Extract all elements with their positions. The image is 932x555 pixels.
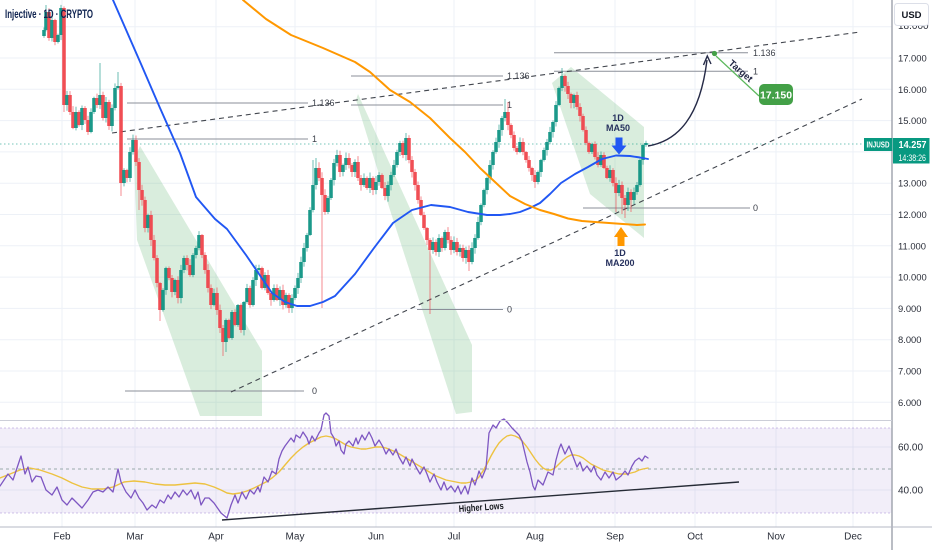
svg-text:17.000: 17.000 — [898, 53, 927, 64]
svg-text:1.136: 1.136 — [312, 98, 335, 108]
svg-text:40.00: 40.00 — [898, 486, 923, 497]
svg-text:MA200: MA200 — [605, 258, 634, 268]
svg-text:8.000: 8.000 — [898, 334, 921, 345]
svg-text:6.000: 6.000 — [898, 397, 921, 408]
svg-text:9.000: 9.000 — [898, 303, 921, 314]
svg-text:1D: 1D — [612, 113, 624, 123]
svg-text:16.000: 16.000 — [898, 84, 927, 95]
svg-text:14.257: 14.257 — [899, 140, 927, 151]
svg-text:Oct: Oct — [687, 532, 703, 543]
svg-text:10.000: 10.000 — [898, 272, 927, 283]
svg-text:7.000: 7.000 — [898, 366, 921, 377]
svg-text:14:38:26: 14:38:26 — [899, 153, 927, 163]
svg-text:11.000: 11.000 — [898, 240, 926, 251]
svg-text:Sep: Sep — [606, 532, 624, 543]
svg-text:15.000: 15.000 — [898, 115, 927, 126]
svg-text:Mar: Mar — [126, 532, 144, 543]
svg-text:Jun: Jun — [368, 532, 384, 543]
svg-text:13.000: 13.000 — [898, 178, 927, 189]
svg-text:Dec: Dec — [844, 532, 862, 543]
svg-text:12.000: 12.000 — [898, 209, 927, 220]
svg-text:1: 1 — [312, 134, 317, 144]
svg-text:0: 0 — [753, 203, 758, 213]
svg-text:Higher Lows: Higher Lows — [458, 501, 504, 515]
svg-text:May: May — [286, 532, 305, 543]
svg-text:INJUSD: INJUSD — [867, 141, 890, 150]
svg-text:17.150: 17.150 — [760, 90, 792, 102]
svg-text:0: 0 — [507, 305, 512, 315]
svg-text:1.136: 1.136 — [753, 48, 776, 58]
svg-text:1: 1 — [753, 66, 758, 76]
svg-text:60.00: 60.00 — [898, 443, 923, 454]
svg-text:Aug: Aug — [526, 532, 544, 543]
svg-text:1: 1 — [507, 100, 512, 110]
svg-text:Injective · 1D · CRYPTO: Injective · 1D · CRYPTO — [5, 9, 93, 21]
svg-text:Feb: Feb — [53, 532, 71, 543]
svg-text:1.136: 1.136 — [507, 71, 530, 81]
svg-text:USD: USD — [901, 10, 921, 21]
svg-text:0: 0 — [312, 386, 317, 396]
svg-text:1D: 1D — [614, 248, 626, 258]
svg-text:Jul: Jul — [448, 532, 461, 543]
svg-text:Nov: Nov — [767, 532, 785, 543]
svg-text:MA50: MA50 — [606, 123, 630, 133]
svg-text:18.000: 18.000 — [898, 21, 929, 32]
svg-text:Apr: Apr — [208, 532, 224, 543]
